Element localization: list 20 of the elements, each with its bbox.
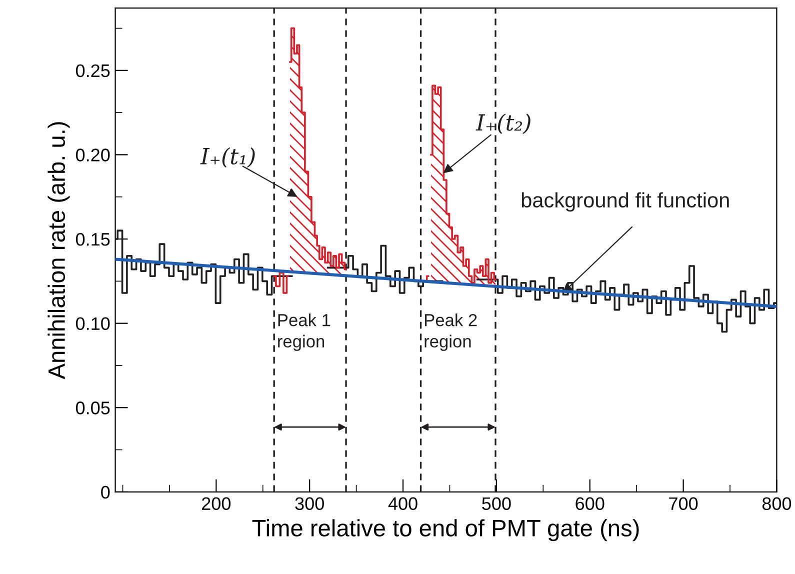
annotation: background fit function <box>522 192 729 212</box>
y-tick-label: 0.10 <box>76 317 110 330</box>
x-tick-label: 400 <box>388 497 418 510</box>
x-tick-label: 600 <box>576 497 604 510</box>
annotation: Peak 1 region <box>278 314 330 351</box>
y-tick-label: 0 <box>101 486 110 499</box>
annotation: I₊(t₂) <box>476 114 530 134</box>
annotation: I₊(t₁) <box>200 147 255 168</box>
x-axis-title: Time relative to end of PMT gate (ns) <box>252 519 639 542</box>
x-tick-label: 200 <box>202 497 231 510</box>
y-tick-label: 0.05 <box>76 402 110 414</box>
y-axis-title: Annihilation rate (arb. u.) <box>48 122 70 380</box>
y-tick-label: 0.20 <box>76 148 110 162</box>
y-tick-label: 0.15 <box>76 232 110 246</box>
x-tick-label: 800 <box>762 497 792 510</box>
x-tick-label: 700 <box>669 497 698 510</box>
annotation: Peak 2 region <box>424 314 477 351</box>
y-tick-label: 0.25 <box>76 64 110 78</box>
x-tick-label: 500 <box>482 497 511 510</box>
x-tick-label: 300 <box>295 497 324 510</box>
